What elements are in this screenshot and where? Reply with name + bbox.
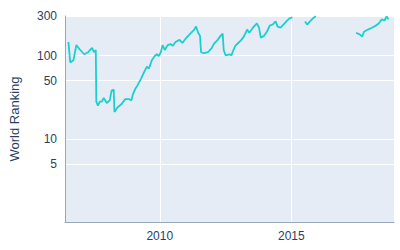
svg-text:100: 100: [37, 49, 57, 63]
svg-text:2015: 2015: [278, 229, 305, 243]
svg-text:10: 10: [44, 132, 58, 146]
svg-text:World Ranking: World Ranking: [7, 76, 22, 161]
svg-text:2010: 2010: [146, 229, 173, 243]
svg-text:50: 50: [44, 74, 58, 88]
svg-text:5: 5: [50, 157, 57, 171]
svg-text:300: 300: [37, 9, 57, 23]
